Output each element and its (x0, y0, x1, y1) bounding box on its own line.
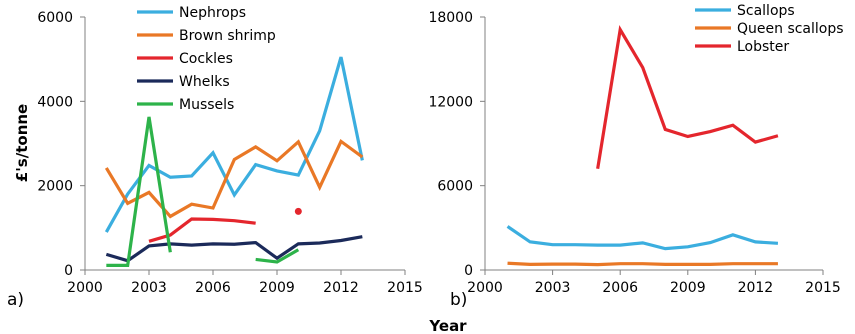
x-tick-label: 2003 (535, 280, 571, 296)
series-line-mussels (255, 248, 300, 264)
y-tick-label: 18000 (428, 10, 473, 26)
series-line-mussels (106, 116, 172, 267)
y-tick-label: 12000 (428, 94, 473, 110)
x-tick-label: 2009 (259, 280, 295, 296)
x-tick-label: 2012 (738, 280, 774, 296)
y-tick-label: 0 (64, 263, 73, 279)
series-brown-shrimp (104, 138, 364, 219)
legend-label-brown-shrimp: Brown shrimp (179, 28, 276, 44)
legend-label-scallops: Scallops (737, 3, 795, 19)
y-tick-label: 4000 (37, 94, 73, 110)
legend-label-lobster: Lobster (737, 39, 789, 55)
legend-label-nephrops: Nephrops (179, 5, 246, 21)
legend-label-queen-scallops: Queen scallops (737, 21, 844, 37)
series-scallops (506, 225, 779, 251)
series-queen-scallops (507, 261, 778, 267)
x-tick-label: 2012 (323, 280, 359, 296)
y-tick-label: 2000 (37, 179, 73, 195)
legend: Nephrops Brown shrimp Cockles Whelks Mussels (137, 5, 276, 113)
series-line-queen-scallops (507, 261, 778, 267)
series-line-lobster (596, 25, 779, 170)
series-line-nephrops (104, 56, 364, 233)
x-tick-label: 2000 (467, 280, 503, 296)
series-line-brown-shrimp (104, 138, 364, 219)
legend-label-mussels: Mussels (179, 97, 234, 113)
x-tick-label: 2015 (805, 280, 841, 296)
y-tick-label: 6000 (437, 179, 473, 195)
x-tick-label: 2015 (387, 280, 423, 296)
series-nephrops (104, 56, 364, 233)
panel-label: a) (7, 290, 24, 310)
panel-label: b) (450, 290, 467, 310)
x-tick-label: 2009 (670, 280, 706, 296)
y-axis-label: £'s/tonne (13, 104, 31, 182)
x-tick-label: 2003 (131, 280, 167, 296)
y-tick-label: 0 (464, 263, 473, 279)
x-tick-label: 2000 (67, 280, 103, 296)
series-lobster (596, 25, 779, 170)
x-axis-label: Year (428, 317, 467, 334)
x-tick-label: 2006 (195, 280, 231, 296)
legend-label-whelks: Whelks (179, 74, 230, 90)
series-line-scallops (506, 225, 779, 251)
panel-b-chart: 0 6000 12000 18000 2000 2003 2006 2009 2012 2015 S… (428, 3, 843, 310)
series-line-whelks (105, 235, 363, 263)
legend: Scallops Queen scallops Lobster (695, 3, 844, 55)
x-tick-label: 2006 (602, 280, 638, 296)
series-cockles (148, 207, 302, 243)
y-tick-label: 6000 (37, 10, 73, 26)
series-whelks (105, 235, 363, 263)
series-point-cockles (294, 207, 302, 215)
series-mussels (106, 116, 300, 267)
legend-label-cockles: Cockles (179, 51, 233, 67)
